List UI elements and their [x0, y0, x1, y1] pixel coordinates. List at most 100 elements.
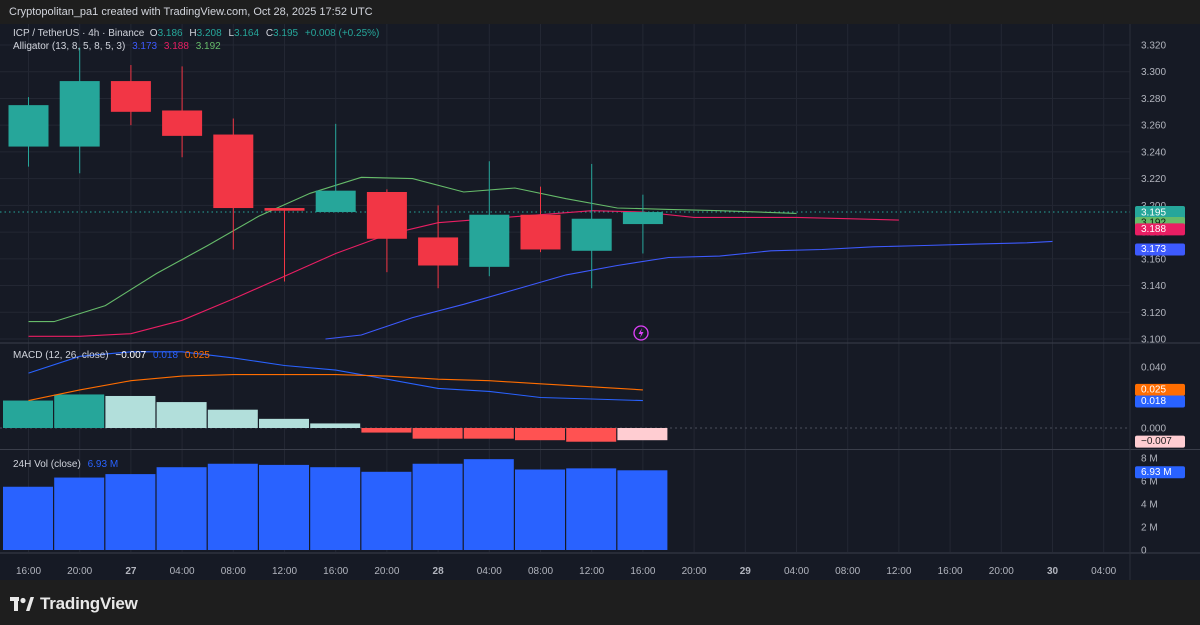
- time-tick-label: 16:00: [630, 566, 655, 577]
- time-tick-label: 08:00: [528, 566, 553, 577]
- time-tick-label: 04:00: [784, 566, 809, 577]
- time-tick-label: 04:00: [170, 566, 195, 577]
- time-tick-label: 04:00: [1091, 566, 1116, 577]
- time-tick-label: 12:00: [886, 566, 911, 577]
- macd-legend: MACD (12, 26, close) −0.007 0.018 0.025: [13, 350, 210, 361]
- volume-tick-label: 2 M: [1141, 523, 1158, 534]
- macd-tick-label: 0.040: [1141, 363, 1166, 374]
- last-price-value: 3.195: [1141, 208, 1166, 219]
- macd-histogram-bar: [3, 400, 53, 428]
- macd-line-badge-text: 0.018: [1141, 396, 1166, 407]
- macd-histogram-bar: [105, 395, 156, 428]
- price-tick-label: 3.260: [1141, 121, 1166, 132]
- macd-line-badge-bg: [1135, 395, 1185, 408]
- macd-histogram-bar: [361, 428, 412, 433]
- jaw-badge-text: 3.173: [1141, 244, 1166, 255]
- volume-pane: [3, 459, 668, 550]
- macd-signal-badge-bg: [1135, 383, 1185, 396]
- chart-canvas[interactable]: 3.3203.3003.2803.2603.2403.2203.2003.180…: [0, 24, 1200, 580]
- price-axis: 3.3203.3003.2803.2603.2403.2203.2003.180…: [1135, 41, 1185, 557]
- volume-badge-bg: [1135, 466, 1185, 479]
- alligator-lips-line: [28, 176, 797, 323]
- volume-bar: [54, 477, 105, 550]
- candle-up: [8, 105, 49, 147]
- time-tick-label: 08:00: [835, 566, 860, 577]
- volume-bar: [566, 468, 617, 550]
- macd-hist-badge: −0.007: [1135, 435, 1185, 448]
- macd-line: [28, 351, 643, 402]
- lightning-icon[interactable]: [633, 325, 649, 341]
- macd-histogram-bar: [617, 428, 668, 441]
- jaw-badge-bg: [1135, 243, 1185, 256]
- time-tick-label: 20:00: [67, 566, 92, 577]
- volume-tick-label: 0: [1141, 546, 1147, 557]
- attribution-bar: Cryptopolitan_pa1 created with TradingVi…: [0, 0, 1200, 24]
- macd-tick-label: 0.000: [1141, 424, 1166, 435]
- price-tick-label: 3.140: [1141, 281, 1166, 292]
- price-tick-label: 3.220: [1141, 174, 1166, 185]
- macd-signal-line: [28, 374, 643, 402]
- macd-histogram-bar: [259, 418, 309, 428]
- time-tick-label: 30: [1047, 566, 1059, 577]
- price-tick-label: 3.120: [1141, 308, 1166, 319]
- teeth-badge-text: 3.188: [1141, 224, 1166, 235]
- volume-bar: [617, 470, 668, 550]
- candle-down: [110, 81, 151, 112]
- time-tick-label: 04:00: [477, 566, 502, 577]
- footer-bar: [0, 580, 1200, 625]
- macd-histogram-bar: [310, 423, 361, 428]
- candle-down: [213, 134, 254, 209]
- time-tick-label: 08:00: [221, 566, 246, 577]
- alligator-teeth-line: [28, 210, 899, 337]
- volume-badge: 6.93 M: [1135, 466, 1185, 479]
- time-tick-label: 20:00: [374, 566, 399, 577]
- time-tick-label: 16:00: [938, 566, 963, 577]
- attribution-text: Cryptopolitan_pa1 created with TradingVi…: [9, 6, 373, 18]
- price-tick-label: 3.160: [1141, 254, 1166, 265]
- teeth-badge-bg: [1135, 223, 1185, 236]
- volume-bar: [105, 474, 156, 550]
- macd-histogram-bar: [54, 394, 105, 428]
- volume-bar: [412, 463, 463, 550]
- macd-line-badge: 0.018: [1135, 395, 1185, 408]
- teeth-badge: 3.188: [1135, 223, 1185, 236]
- candle-up: [469, 214, 510, 267]
- time-tick-label: 16:00: [323, 566, 348, 577]
- ohlc-legend: O3.186 H3.208 L3.164 C3.195 +0.008 (+0.2…: [150, 28, 380, 39]
- volume-tick-label: 6 M: [1141, 477, 1158, 488]
- chart-frame[interactable]: 3.3203.3003.2803.2603.2403.2203.2003.180…: [0, 24, 1200, 580]
- time-tick-label: 27: [125, 566, 137, 577]
- candle-up: [315, 190, 356, 213]
- volume-tick-label: 4 M: [1141, 500, 1158, 511]
- volume-bar: [259, 464, 309, 550]
- candle-down: [520, 214, 561, 250]
- time-tick-label: 16:00: [16, 566, 41, 577]
- grid-lines: [0, 24, 1200, 580]
- alligator-legend: Alligator (13, 8, 5, 8, 5, 3) 3.173 3.18…: [13, 41, 221, 52]
- volume-bar: [156, 467, 207, 550]
- candle-down: [418, 237, 459, 266]
- macd-histogram-bar: [515, 428, 565, 441]
- candlestick-series: [8, 47, 663, 289]
- candle-down: [366, 192, 407, 239]
- lips-badge-text: 3.192: [1141, 218, 1166, 229]
- macd-histogram-bar: [463, 428, 514, 439]
- volume-bar: [3, 486, 53, 550]
- symbol-title: ICP / TetherUS · 4h · Binance: [13, 28, 145, 39]
- time-axis: 16:00 20:00 27 04:00 08:00 12:00 16:00 20:00 28 0…: [16, 566, 1117, 577]
- volume-tick-label: 8 M: [1141, 454, 1158, 465]
- tradingview-logo-text: TradingView: [40, 594, 138, 613]
- tradingview-logo[interactable]: TradingView: [10, 594, 138, 614]
- macd-hist-badge-bg: [1135, 435, 1185, 448]
- candle-up: [622, 212, 663, 225]
- volume-bar: [515, 469, 565, 550]
- price-tick-label: 3.300: [1141, 67, 1166, 78]
- candle-down: [162, 110, 203, 136]
- time-tick-label: 12:00: [579, 566, 604, 577]
- macd-histogram-bar: [412, 428, 463, 439]
- price-tick-label: 3.280: [1141, 94, 1166, 105]
- macd-hist-badge-text: −0.007: [1141, 436, 1172, 447]
- macd-histogram-bar: [566, 428, 617, 442]
- candle-up: [571, 218, 612, 251]
- volume-badge-text: 6.93 M: [1141, 467, 1172, 478]
